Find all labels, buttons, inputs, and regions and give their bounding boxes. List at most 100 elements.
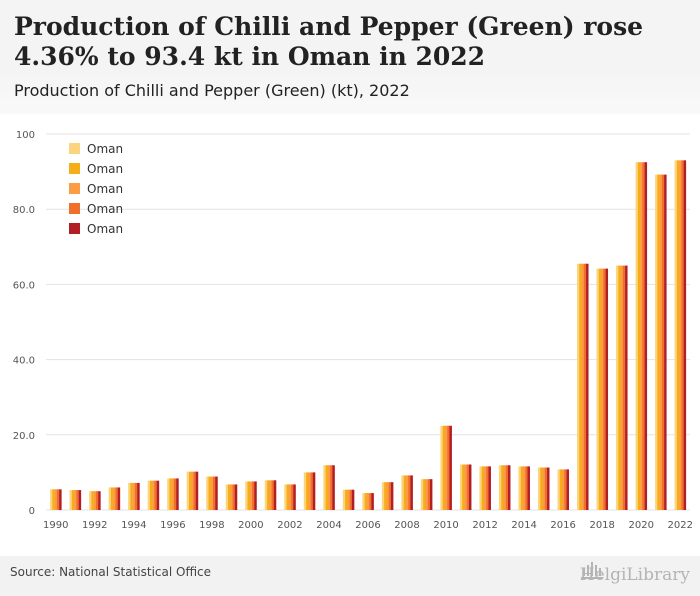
- y-tick-label: 40.0: [13, 356, 35, 367]
- bar-1992-series-2: [91, 491, 94, 510]
- bar-2016-series-4: [564, 469, 567, 510]
- bar-2012-series-2: [481, 466, 485, 510]
- bar-2015-series-5: [547, 467, 550, 510]
- bar-1992-series-1: [89, 491, 92, 510]
- bar-2004-series-3: [327, 465, 331, 510]
- bar-2014-series-3: [522, 466, 526, 510]
- bar-2020-series-5: [644, 162, 648, 510]
- bar-2022-series-5: [683, 160, 687, 510]
- bar-2017-series-4: [583, 263, 587, 510]
- bar-1990-series-1: [50, 489, 53, 510]
- helgi-library-logo[interactable]: HelgiLibrary: [580, 560, 690, 590]
- bar-2022-series-4: [681, 160, 684, 510]
- bar-2005-series-1: [342, 489, 346, 510]
- bar-1996-series-4: [173, 478, 177, 510]
- bar-2018-series-5: [605, 268, 609, 510]
- bar-2013-series-1: [498, 465, 502, 510]
- bar-2005-series-5: [351, 489, 355, 510]
- bar-2002-series-3: [288, 484, 292, 510]
- x-tick-label: 2020: [628, 520, 653, 531]
- bar-2021-series-1: [655, 174, 658, 510]
- bar-2003-series-2: [306, 472, 309, 510]
- bar-2009-series-2: [423, 479, 426, 510]
- bar-1997-series-1: [186, 471, 190, 510]
- bar-2003-series-4: [310, 472, 314, 510]
- y-tick-label: 0: [29, 506, 35, 517]
- bar-2007-series-1: [381, 482, 385, 510]
- bar-2000-series-1: [245, 481, 248, 510]
- bar-2010-series-5: [449, 425, 452, 510]
- x-tick-label: 2000: [238, 520, 263, 531]
- legend-label: Oman: [87, 182, 123, 196]
- bar-2021-series-2: [657, 174, 660, 510]
- bar-1993-series-4: [115, 487, 118, 510]
- chart-area: 0 20.0 40.0 60.0 80.0 100 1990 1992 1994 1996 1998…: [0, 114, 700, 554]
- bar-2009-series-3: [425, 479, 428, 510]
- bar-2002-series-2: [286, 484, 290, 510]
- bar-1992-series-3: [93, 491, 97, 510]
- bar-2012-series-4: [486, 466, 489, 510]
- bar-2016-series-5: [566, 469, 570, 510]
- bar-2018-series-1: [596, 268, 599, 510]
- bar-1992-series-4: [95, 491, 99, 510]
- bar-1997-series-4: [193, 471, 196, 510]
- bar-1998-series-5: [215, 476, 218, 510]
- bar-2007-series-2: [384, 482, 387, 510]
- bar-2003-series-5: [312, 472, 316, 510]
- bar-2015-series-3: [542, 467, 545, 510]
- bar-1990-series-2: [52, 489, 55, 510]
- legend-label: Oman: [87, 222, 123, 236]
- bar-2008-series-4: [408, 475, 411, 510]
- bar-1996-series-2: [169, 478, 172, 510]
- bar-2012-series-1: [479, 466, 482, 510]
- bar-1995-series-1: [147, 480, 151, 510]
- source-note: Source: National Statistical Office: [10, 565, 212, 579]
- bar-2017-series-1: [577, 263, 580, 510]
- x-tick-label: 2014: [511, 520, 536, 531]
- bar-1992-series-5: [98, 491, 101, 510]
- x-tick-label: 2022: [668, 520, 693, 531]
- bar-1997-series-2: [188, 471, 192, 510]
- bar-2006-series-4: [369, 493, 372, 510]
- bar-2013-series-2: [501, 465, 504, 510]
- bar-2016-series-3: [562, 469, 565, 510]
- legend-swatch: [69, 203, 80, 214]
- chart-header: Production of Chilli and Pepper (Green) …: [0, 0, 700, 114]
- bar-1997-series-3: [191, 471, 194, 510]
- bar-1993-series-3: [113, 487, 116, 510]
- bar-2022-series-1: [674, 160, 678, 510]
- x-tick-label: 1992: [82, 520, 107, 531]
- bar-2011-series-5: [468, 464, 472, 510]
- x-tick-label: 2004: [316, 520, 341, 531]
- bar-2012-series-3: [483, 466, 487, 510]
- bar-2013-series-4: [505, 465, 509, 510]
- bar-2017-series-2: [579, 263, 582, 510]
- bar-2008-series-5: [410, 475, 413, 510]
- bar-1993-series-1: [108, 487, 112, 510]
- bar-1998-series-3: [210, 476, 214, 510]
- bar-2021-series-4: [661, 174, 665, 510]
- bar-2017-series-5: [586, 263, 589, 510]
- bar-2006-series-1: [362, 493, 365, 510]
- bar-1996-series-3: [171, 478, 175, 510]
- bar-2005-series-3: [347, 489, 350, 510]
- bar-2022-series-3: [679, 160, 682, 510]
- legend-label: Oman: [87, 142, 123, 156]
- bar-1997-series-5: [195, 471, 199, 510]
- bar-1993-series-2: [110, 487, 114, 510]
- bar-1995-series-4: [154, 480, 157, 510]
- bar-1991-series-3: [74, 490, 77, 510]
- bar-2006-series-2: [364, 493, 368, 510]
- bar-2018-series-4: [603, 268, 606, 510]
- bar-2001-series-2: [267, 480, 270, 510]
- bar-2002-series-4: [291, 484, 294, 510]
- bar-1999-series-4: [232, 484, 235, 510]
- legend-swatch: [69, 223, 80, 234]
- legend-swatch: [69, 143, 80, 154]
- page-title: Production of Chilli and Pepper (Green) …: [14, 12, 644, 71]
- bar-2008-series-2: [403, 475, 407, 510]
- bar-2000-series-4: [252, 481, 255, 510]
- bar-1991-series-1: [69, 490, 73, 510]
- x-tick-label: 2016: [550, 520, 575, 531]
- bar-2001-series-3: [269, 480, 272, 510]
